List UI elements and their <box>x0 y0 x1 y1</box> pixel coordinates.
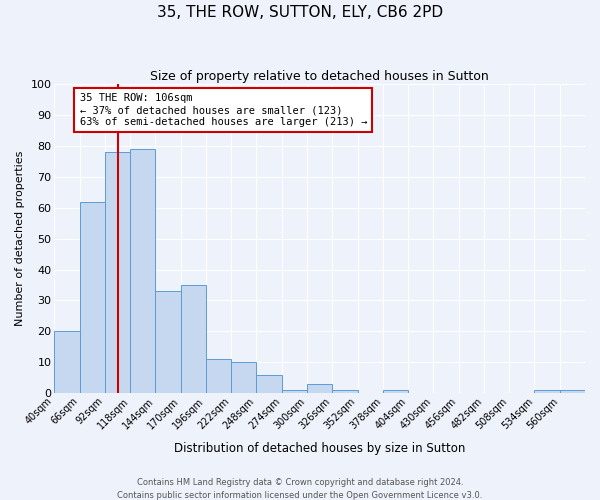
Bar <box>55 332 80 393</box>
Bar <box>105 152 130 393</box>
Text: 35 THE ROW: 106sqm
← 37% of detached houses are smaller (123)
63% of semi-detach: 35 THE ROW: 106sqm ← 37% of detached hou… <box>80 94 367 126</box>
Text: 35, THE ROW, SUTTON, ELY, CB6 2PD: 35, THE ROW, SUTTON, ELY, CB6 2PD <box>157 5 443 20</box>
X-axis label: Distribution of detached houses by size in Sutton: Distribution of detached houses by size … <box>174 442 466 455</box>
Bar <box>155 291 181 393</box>
Text: Contains HM Land Registry data © Crown copyright and database right 2024.
Contai: Contains HM Land Registry data © Crown c… <box>118 478 482 500</box>
Bar <box>231 362 256 393</box>
Bar <box>130 149 155 393</box>
Bar <box>80 202 105 393</box>
Bar <box>560 390 585 393</box>
Bar <box>307 384 332 393</box>
Y-axis label: Number of detached properties: Number of detached properties <box>15 151 25 326</box>
Bar <box>181 285 206 393</box>
Bar <box>535 390 560 393</box>
Bar <box>282 390 307 393</box>
Bar <box>256 374 282 393</box>
Title: Size of property relative to detached houses in Sutton: Size of property relative to detached ho… <box>150 70 489 83</box>
Bar <box>383 390 408 393</box>
Bar <box>332 390 358 393</box>
Bar <box>206 359 231 393</box>
